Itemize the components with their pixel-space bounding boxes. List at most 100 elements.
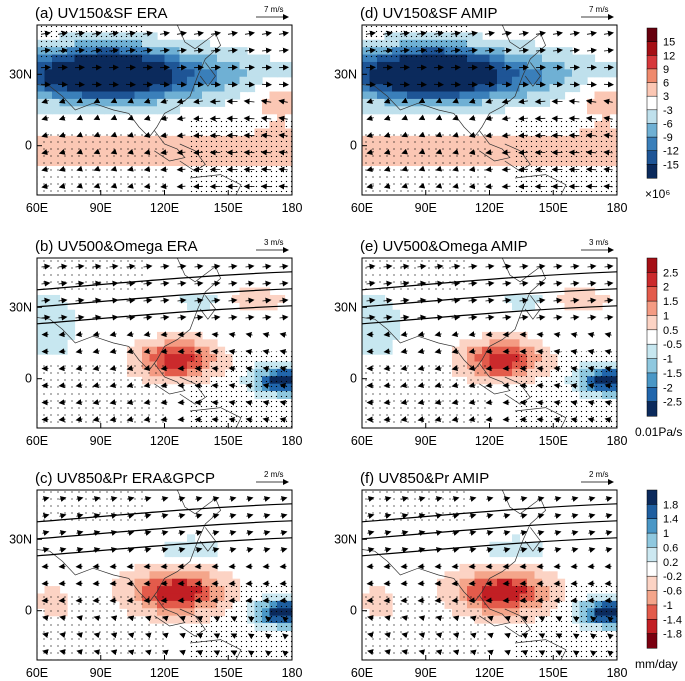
- field-cell: [97, 61, 106, 70]
- field-cell: [504, 354, 513, 363]
- wind-vector: [144, 615, 152, 622]
- wind-vector: [568, 98, 580, 105]
- field-cell: [187, 98, 196, 107]
- wind-vector: [93, 148, 101, 155]
- wind-vector: [194, 263, 204, 270]
- wind-vector: [536, 314, 546, 321]
- stipple-region: [37, 595, 165, 660]
- x-tick-label: 90E: [90, 201, 112, 215]
- field-cell: [142, 354, 151, 363]
- wind-vector: [469, 632, 477, 639]
- wind-vector: [553, 263, 563, 270]
- wind-vector: [469, 530, 477, 536]
- field-cell: [52, 61, 61, 70]
- field-cell: [504, 346, 513, 355]
- wind-vector: [260, 166, 272, 173]
- field-cell: [172, 331, 181, 340]
- wind-vector: [143, 382, 151, 389]
- field-cell: [179, 84, 188, 93]
- field-cell: [164, 76, 173, 85]
- field-cell: [157, 98, 166, 107]
- field-cell: [172, 578, 181, 587]
- wind-vector: [143, 416, 151, 423]
- field-cell: [157, 586, 166, 595]
- field-cell: [437, 98, 446, 107]
- field-cell: [202, 578, 211, 587]
- field-cell: [362, 69, 371, 78]
- wind-vector: [434, 399, 442, 405]
- wind-vector: [572, 633, 580, 640]
- field-cell: [467, 76, 476, 85]
- colorbar-swatch: [646, 547, 658, 563]
- wind-vector: [109, 280, 119, 287]
- wind-vector: [468, 149, 476, 155]
- x-tick-label: 120E: [475, 666, 504, 680]
- wind-vector: [245, 297, 255, 304]
- wind-vector: [193, 47, 204, 54]
- field-cell: [504, 331, 513, 340]
- field-cell: [217, 69, 226, 78]
- field-cell: [459, 76, 468, 85]
- field-cell: [474, 39, 483, 48]
- field-cell: [172, 135, 181, 144]
- wind-vector: [279, 400, 287, 406]
- field-cell: [542, 61, 551, 70]
- field-cell: [572, 302, 581, 311]
- wind-vector: [468, 580, 476, 587]
- stipple-region: [190, 583, 292, 660]
- field-cell: [542, 98, 551, 107]
- field-cell: [467, 346, 476, 355]
- field-cell: [467, 354, 476, 363]
- field-cell: [172, 368, 181, 377]
- wind-vector: [93, 97, 101, 103]
- field-cell: [232, 76, 241, 85]
- wind-vector: [570, 348, 578, 355]
- field-cell: [172, 600, 181, 609]
- x-tick-label: 150E: [214, 666, 243, 680]
- field-cell: [149, 47, 158, 56]
- wind-vector: [42, 649, 49, 655]
- wind-vector: [211, 314, 221, 321]
- wind-vector: [452, 97, 459, 104]
- wind-vector: [451, 580, 459, 587]
- field-cell: [384, 339, 393, 348]
- wind-vector: [228, 280, 238, 287]
- field-cell: [194, 339, 203, 348]
- colorbar-unit: 0.01Pa/s: [635, 425, 682, 439]
- field-cell: [527, 84, 536, 93]
- field-cell: [459, 586, 468, 595]
- wind-vector: [367, 632, 374, 638]
- wind-vector: [570, 563, 578, 570]
- wind-vector: [604, 383, 612, 389]
- stipple-region: [515, 118, 617, 195]
- wind-vector: [143, 97, 151, 104]
- field-cell: [369, 98, 378, 107]
- field-cell: [202, 563, 211, 572]
- wind-vector: [41, 183, 49, 190]
- x-tick-label: 90E: [415, 666, 437, 680]
- field-cell: [112, 98, 121, 107]
- wind-vector: [536, 399, 544, 406]
- wind-vector: [383, 183, 391, 189]
- wind-vector: [367, 649, 374, 655]
- field-cell: [134, 571, 143, 580]
- wind-vector: [58, 382, 66, 389]
- wind-vector: [417, 280, 427, 287]
- field-cell: [407, 91, 416, 100]
- x-tick-label: 60E: [351, 201, 373, 215]
- field-cell: [489, 143, 498, 152]
- wind-vector: [247, 616, 255, 623]
- wind-vector: [179, 632, 186, 639]
- wind-vector: [537, 513, 545, 519]
- wind-vector: [433, 47, 444, 54]
- wind-vector: [264, 650, 272, 657]
- wind-vector: [485, 98, 493, 104]
- field-cell: [134, 61, 143, 70]
- field-cell: [254, 61, 263, 70]
- wind-vector: [554, 530, 562, 536]
- field-cell: [512, 84, 521, 93]
- wind-vector: [589, 616, 597, 623]
- colorbar-label: -3: [663, 105, 673, 117]
- wind-vector: [59, 632, 66, 638]
- field-cell: [467, 578, 476, 587]
